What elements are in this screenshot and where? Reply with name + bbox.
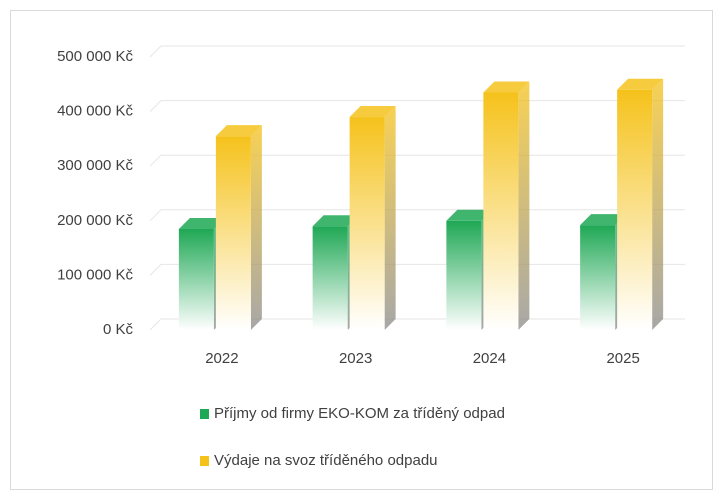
bar-side xyxy=(652,78,664,330)
y-tick-label: 0 Kč xyxy=(103,321,134,338)
bar-side xyxy=(384,106,396,330)
legend-label: Příjmy od firmy EKO-KOM za tříděný odpad xyxy=(214,405,505,422)
bar-side xyxy=(518,81,530,331)
bar-front xyxy=(349,117,385,330)
bar-top xyxy=(178,217,225,229)
bar-top xyxy=(617,78,664,90)
bar-front xyxy=(580,225,616,330)
y-tick-label: 500 000 Kč xyxy=(57,48,133,65)
legend-label: Výdaje na svoz tříděného odpadu xyxy=(214,452,438,469)
bar xyxy=(215,125,262,330)
y-tick-label: 400 000 Kč xyxy=(57,103,133,120)
bar-top xyxy=(580,214,627,226)
bar-front xyxy=(312,226,348,330)
bar-front xyxy=(446,220,482,330)
grid-line xyxy=(149,45,685,58)
bar-front xyxy=(215,136,251,330)
bar xyxy=(349,106,396,330)
y-tick-label: 200 000 Kč xyxy=(57,212,133,229)
bar-top xyxy=(215,125,262,137)
x-tick-label: 2023 xyxy=(339,350,372,367)
bar-side xyxy=(250,125,262,330)
bar-front xyxy=(617,89,653,330)
legend-swatch xyxy=(200,409,209,419)
x-tick-label: 2025 xyxy=(606,350,639,367)
bar xyxy=(483,81,530,331)
bar xyxy=(617,78,664,330)
x-tick-label: 2022 xyxy=(205,350,238,367)
bar-top xyxy=(312,215,359,227)
bar-front xyxy=(178,228,214,330)
bar-top xyxy=(349,106,396,118)
bar-top xyxy=(483,81,530,93)
legend-swatch xyxy=(200,456,209,466)
bar-front xyxy=(483,92,519,331)
y-tick-label: 300 000 Kč xyxy=(57,157,133,174)
bar-top xyxy=(446,209,493,221)
y-tick-label: 100 000 Kč xyxy=(57,266,133,283)
x-tick-label: 2024 xyxy=(473,350,506,367)
